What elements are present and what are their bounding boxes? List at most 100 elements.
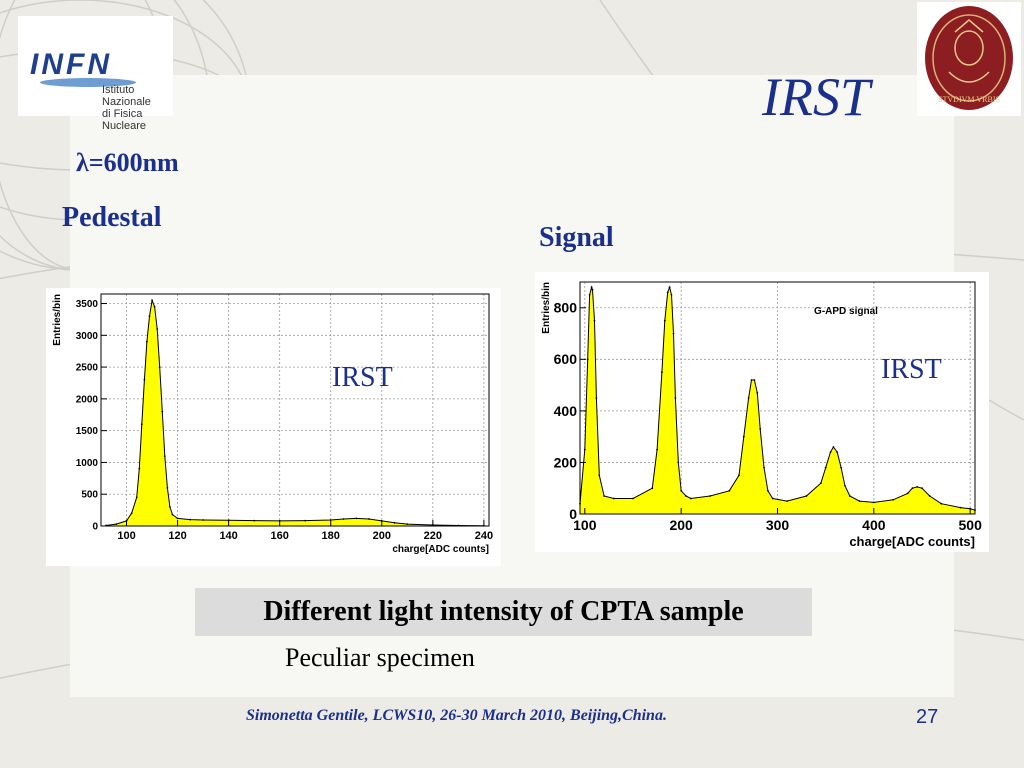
pedestal-chart-data-point-12 [156, 328, 159, 330]
signal-chart-data-point-26 [728, 489, 731, 492]
signal-chart-x-tick-label-3: 400 [862, 517, 886, 533]
signal-chart-data-point-11 [632, 497, 634, 500]
infn-logo-mark: INFN [30, 48, 112, 81]
pedestal-chart-svg: 100 120 140 160 180 200 220 240 0 500 1000 1500 2000… [52, 293, 493, 555]
pedestal-chart-data-point-8 [146, 340, 148, 343]
pedestal-chart-data-point-3 [130, 512, 133, 515]
pedestal-chart-data-point-14 [161, 410, 164, 413]
signal-chart-data-point-28 [742, 435, 745, 438]
signal-chart-title: G-APD signal [814, 306, 878, 317]
signal-chart-data-point-23 [685, 495, 687, 497]
signal-chart-data-point-17 [668, 286, 671, 289]
pedestal-chart-y-tick-label-0: 0 [92, 522, 98, 533]
specimen-note: Peculiar specimen [285, 643, 475, 672]
signal-chart-histogram-area [579, 285, 976, 515]
pedestal-chart-data-point-19 [176, 517, 179, 520]
infn-logo-line1: Istituto Nazionale [102, 84, 151, 108]
pedestal-chart-data-point-27 [342, 518, 345, 520]
signal-chart-data-point-20 [674, 397, 677, 399]
pedestal-chart-y-tick-label-4: 2000 [76, 394, 99, 405]
pedestal-chart-irst-label: IRST [332, 362, 393, 393]
signal-chart-data-point-56 [959, 506, 962, 509]
infn-logo: INFN Istituto Nazionale di Fisica Nuclea… [18, 16, 173, 132]
signal-chart-data-point-16 [666, 291, 669, 294]
signal-chart-data-point-22 [680, 489, 683, 492]
pedestal-chart-data-point-5 [138, 467, 141, 470]
signal-chart-data-point-52 [916, 486, 919, 488]
pedestal-chart-data-point-11 [153, 305, 156, 308]
signal-chart-data-point-45 [844, 484, 846, 487]
signal-label: Signal [539, 222, 614, 253]
signal-chart-data-point-49 [892, 498, 894, 501]
pedestal-chart-y-tick-label-1: 500 [81, 490, 98, 501]
signal-chart-x-axis-label: charge[ADC counts] [849, 534, 975, 549]
signal-chart-data-point-29 [747, 397, 750, 399]
pedestal-chart-x-tick-label-5: 200 [373, 530, 391, 542]
pedestal-chart-data-point-16 [166, 487, 169, 489]
signal-chart-data-point-38 [805, 495, 808, 497]
signal-chart: 100 200 300 400 500 0 200 400 600 800 charge[ADC c… [535, 272, 989, 552]
signal-chart-data-point-43 [836, 451, 839, 453]
pedestal-chart-y-tick-label-6: 3000 [76, 331, 99, 342]
signal-chart-data-point-55 [940, 502, 943, 505]
signal-chart-data-point-34 [763, 466, 765, 469]
pedestal-label: Pedestal [62, 202, 162, 233]
signal-chart-data-point-46 [848, 495, 851, 497]
signal-chart-x-tick-label-1: 200 [669, 517, 693, 533]
signal-chart-data-point-13 [656, 448, 658, 451]
infn-logo-subtitle: Istituto Nazionale di Fisica Nucleare [102, 84, 173, 132]
pedestal-chart-data-point-31 [393, 521, 396, 524]
caption-box: Different light intensity of CPTA sample [195, 588, 812, 636]
signal-chart-svg: 100 200 300 400 500 0 200 400 600 800 charge[ADC c… [541, 281, 983, 549]
signal-chart-data-point-47 [858, 500, 861, 502]
signal-chart-data-point-3 [588, 294, 591, 296]
pedestal-chart-data-point-20 [189, 518, 192, 521]
pedestal-chart-data-point-25 [304, 519, 307, 522]
signal-chart-data-point-10 [612, 497, 615, 500]
pedestal-chart-plot-frame [100, 293, 490, 527]
pedestal-chart-y-tick-label-2: 1000 [76, 458, 99, 469]
signal-chart-data-point-33 [759, 428, 762, 430]
signal-chart-data-point-37 [786, 500, 788, 502]
signal-chart-data-point-44 [840, 466, 842, 469]
pedestal-chart-data-point-1 [115, 523, 118, 525]
pedestal-chart-data-point-15 [163, 455, 166, 457]
pedestal-chart-data-point-21 [202, 519, 205, 521]
pedestal-chart-data-point-7 [143, 378, 146, 381]
signal-chart-data-point-19 [672, 332, 675, 335]
signal-chart-data-point-51 [911, 487, 914, 490]
signal-chart-data-point-15 [663, 319, 666, 322]
signal-chart-data-point-30 [750, 379, 753, 381]
signal-chart-data-point-9 [603, 495, 605, 497]
pedestal-chart-data-point-10 [151, 299, 153, 302]
pedestal-chart-data-point-23 [253, 519, 256, 522]
signal-chart-data-point-12 [651, 487, 654, 490]
pedestal-chart: 100 120 140 160 180 200 220 240 0 500 1000 1500 2000… [46, 288, 501, 566]
pedestal-chart-x-tick-label-2: 140 [219, 530, 237, 542]
pedestal-chart-data-point-28 [355, 517, 358, 520]
sapienza-seal-logo: STVDIVM VRBIS [917, 2, 1021, 116]
signal-chart-x-tick-label-4: 500 [959, 517, 983, 533]
signal-chart-data-point-6 [593, 319, 596, 322]
pedestal-chart-x-tick-label-4: 180 [322, 530, 340, 542]
signal-chart-y-axis-label: Entries/bin [541, 282, 552, 334]
pedestal-chart-data-point-4 [135, 496, 138, 499]
pedestal-chart-x-tick-label-3: 160 [271, 530, 289, 542]
pedestal-chart-x-tick-label-7: 240 [475, 530, 493, 542]
signal-chart-x-tick-label-0: 100 [573, 517, 597, 533]
wavelength-label: λ=600nm [76, 148, 179, 177]
sapienza-seal-text: STVDIVM VRBIS [938, 95, 1000, 104]
signal-chart-data-point-7 [595, 397, 598, 399]
signal-chart-data-point-14 [661, 371, 663, 374]
signal-chart-data-point-35 [767, 489, 769, 492]
pedestal-chart-data-point-18 [171, 513, 174, 516]
page-number: 27 [916, 706, 939, 728]
signal-chart-data-point-2 [586, 358, 589, 361]
infn-logo-line2: di Fisica Nucleare [102, 108, 147, 132]
pedestal-chart-data-point-32 [406, 523, 409, 525]
infn-logo-arc [40, 78, 136, 87]
signal-chart-data-point-42 [832, 446, 835, 448]
pedestal-chart-y-axis-label: Entries/bin [52, 294, 63, 346]
signal-chart-data-point-50 [906, 492, 909, 495]
signal-chart-data-point-25 [709, 495, 711, 497]
